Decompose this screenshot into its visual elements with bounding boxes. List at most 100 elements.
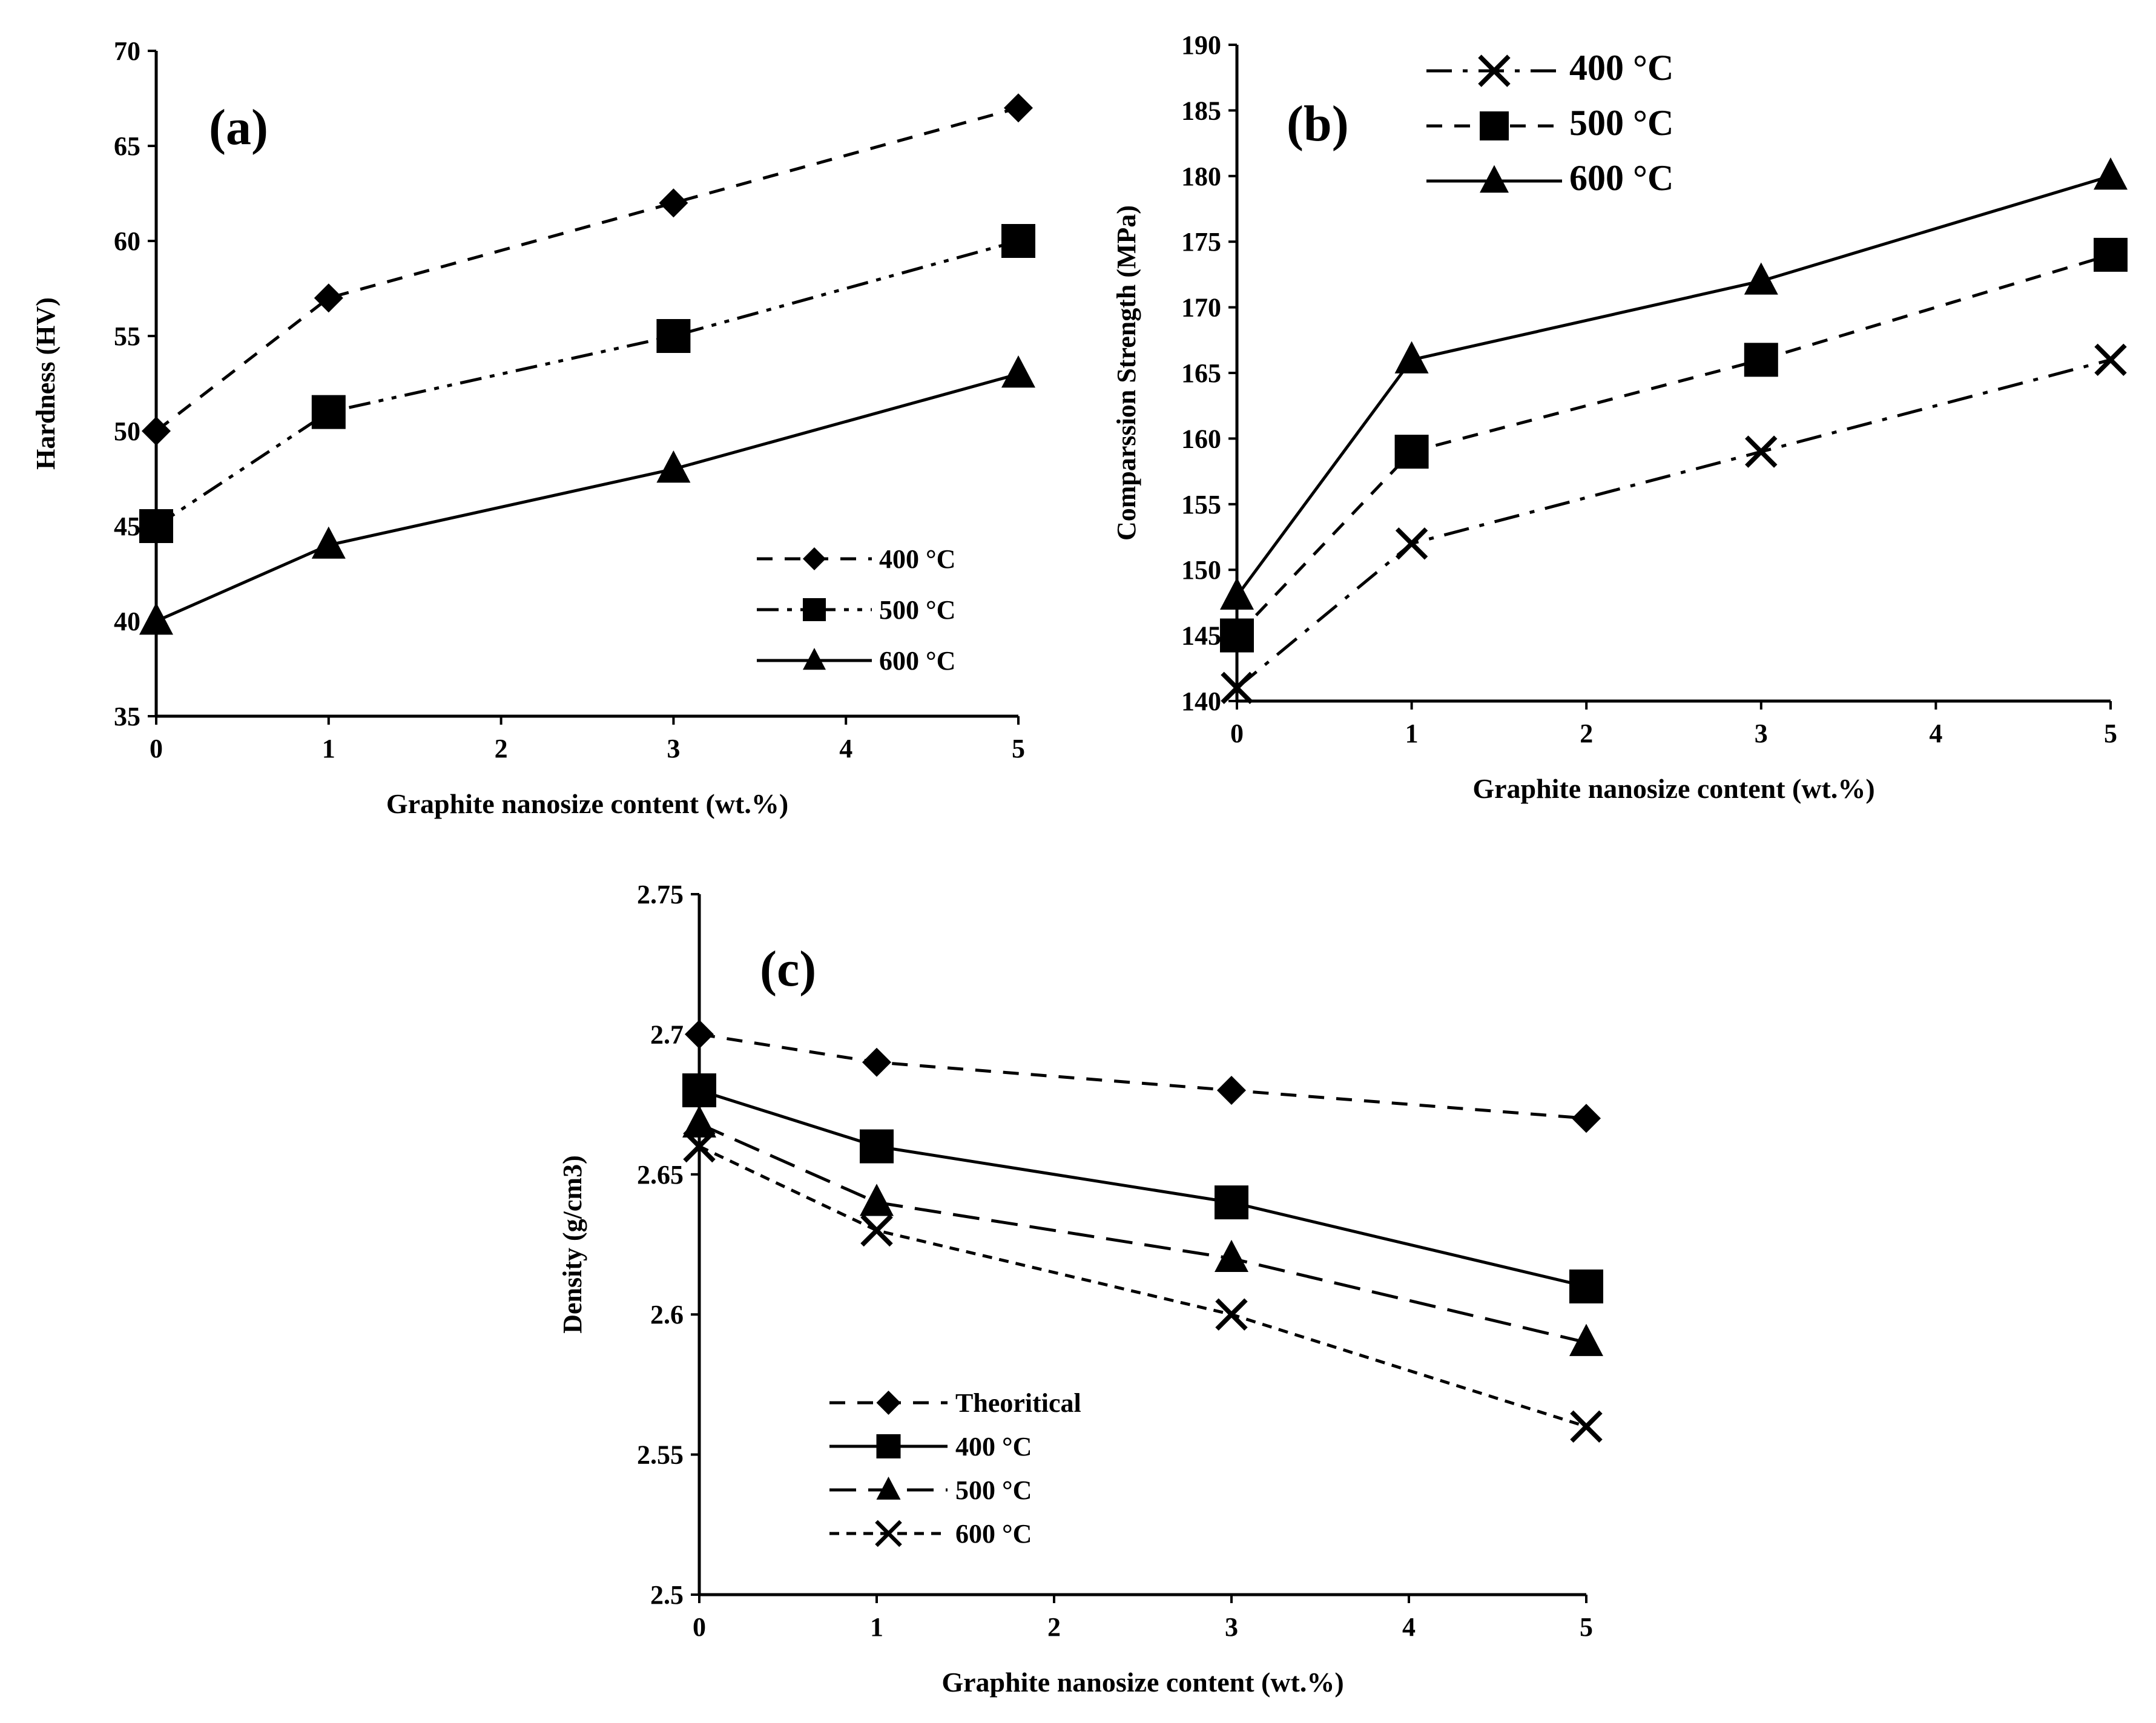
data-point-x: [1395, 527, 1428, 560]
x-tick-label: 1: [1405, 719, 1419, 748]
data-point-x: [2094, 343, 2127, 377]
x-tick-label: 3: [667, 734, 680, 763]
data-point-triangle: [1215, 1239, 1248, 1273]
series-line: [155, 239, 1019, 528]
series-2: [1220, 237, 2128, 653]
data-point-triangle: [1569, 1323, 1603, 1356]
data-point-square: [2094, 237, 2128, 272]
data-point-x: [1570, 1410, 1603, 1443]
series-3: [682, 1105, 1603, 1356]
series-line: [699, 1032, 1587, 1120]
y-tick-label: 2.6: [650, 1300, 684, 1329]
chart-panel-c: 2.5 2.55 2.6 2.65 2.7 2.75 0 1 2 3 4 5 Graphite nano…: [558, 880, 1603, 1698]
legend-marker-x: [1478, 54, 1511, 87]
y-tick-label: 165: [1181, 358, 1221, 388]
series-line: [1236, 253, 2111, 637]
x-tick-label: 0: [1230, 719, 1244, 748]
x-tick-label: 5: [1580, 1612, 1593, 1642]
data-point-square: [1220, 618, 1254, 653]
series-line: [699, 1089, 1587, 1288]
data-point-diamond: [142, 417, 171, 446]
data-point-triangle: [1220, 577, 1254, 610]
panel-label: (a): [209, 99, 268, 156]
y-tick-label: 140: [1181, 687, 1221, 716]
y-tick-label: 2.55: [637, 1440, 684, 1470]
x-tick-label: 1: [870, 1612, 883, 1642]
x-tick-label: 3: [1225, 1612, 1238, 1642]
data-point-x: [1221, 671, 1253, 705]
y-tick-label: 180: [1181, 162, 1221, 191]
legend-label: 600 °C: [955, 1519, 1032, 1549]
y-tick-label: 50: [114, 417, 140, 446]
data-point-x: [1215, 1298, 1248, 1331]
series-line: [1236, 358, 2111, 690]
x-axis-title: Graphite nanosize content (wt.%): [386, 788, 788, 819]
data-point-diamond: [314, 283, 343, 313]
legend-marker-diamond: [876, 1391, 901, 1415]
data-point-triangle: [656, 450, 691, 483]
series-4: [683, 1130, 1603, 1443]
y-tick-label: 170: [1181, 293, 1221, 323]
y-tick-label: 155: [1181, 490, 1221, 519]
legend-marker-square: [876, 1434, 901, 1458]
y-tick-label: 60: [114, 226, 140, 256]
legend-marker-diamond: [803, 547, 826, 570]
y-tick-label: 2.75: [637, 880, 684, 909]
data-point-triangle: [2094, 157, 2128, 190]
series-line: [698, 1122, 1587, 1344]
y-tick-label: 65: [114, 131, 140, 161]
data-point-x: [860, 1214, 893, 1247]
series-line: [155, 372, 1019, 623]
y-tick-label: 150: [1181, 555, 1221, 585]
x-tick-label: 5: [2104, 719, 2117, 748]
x-tick-label: 1: [322, 734, 335, 763]
y-tick-label: 45: [114, 512, 140, 541]
x-axis-title: Graphite nanosize content (wt.%): [941, 1667, 1343, 1698]
legend-label: 400 °C: [879, 544, 955, 574]
y-axis-title: Density (g/cm3): [558, 1155, 587, 1334]
y-tick-label: 185: [1181, 96, 1221, 125]
legend-marker-x: [875, 1520, 902, 1547]
data-point-square: [139, 509, 173, 543]
y-tick-label: 40: [114, 607, 140, 636]
y-tick-label: 35: [114, 702, 140, 731]
legend-marker-triangle: [1480, 165, 1509, 193]
data-point-diamond: [1217, 1075, 1246, 1105]
legend-label: 500 °C: [879, 595, 955, 625]
series-3: [1220, 157, 2128, 610]
legend-label: 500 °C: [955, 1475, 1032, 1505]
legend-label: 600 °C: [1569, 158, 1673, 198]
legend-label: 400 °C: [955, 1432, 1032, 1461]
legend: 400 °C 500 °C 600 °C: [757, 544, 955, 676]
data-point-diamond: [1572, 1104, 1601, 1133]
data-point-square: [1744, 343, 1778, 377]
series-3: [139, 355, 1035, 635]
legend: 400 °C 500 °C 600 °C: [1426, 48, 1673, 198]
legend: Theoritical 400 °C 500 °C 600 °C: [829, 1388, 1081, 1549]
data-point-triangle: [139, 602, 173, 635]
panel-label: (c): [760, 941, 816, 997]
data-point-x: [683, 1130, 716, 1163]
data-point-square: [1001, 224, 1035, 258]
y-axis-title: Comparssion Strength (MPa): [1112, 205, 1141, 541]
series-1: [685, 1020, 1601, 1133]
x-tick-label: 4: [1929, 719, 1942, 748]
series-line: [1235, 174, 2111, 598]
legend-marker-triangle: [803, 648, 826, 670]
y-tick-label: 190: [1181, 30, 1221, 60]
data-point-square: [682, 1073, 716, 1107]
legend-label: 600 °C: [879, 646, 955, 676]
data-point-square: [656, 319, 691, 353]
y-tick-label: 2.5: [650, 1580, 684, 1610]
series-2: [682, 1073, 1603, 1303]
legend-marker-triangle: [876, 1477, 901, 1500]
legend-label: Theoritical: [955, 1388, 1081, 1418]
data-point-triangle: [860, 1184, 894, 1216]
y-tick-label: 160: [1181, 424, 1221, 453]
series-2: [139, 224, 1035, 543]
data-point-triangle: [311, 526, 346, 559]
data-point-diamond: [862, 1047, 891, 1077]
data-point-square: [1394, 435, 1429, 469]
